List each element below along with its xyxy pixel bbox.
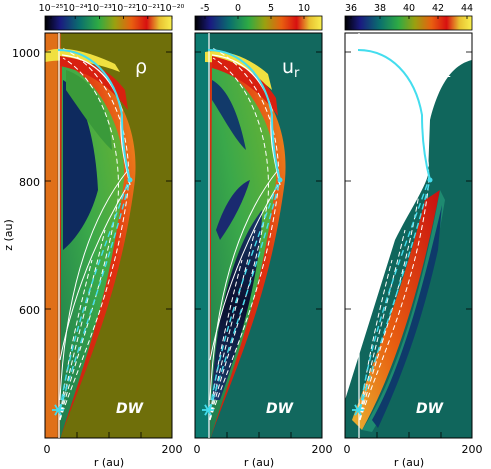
colorbar-tick: 36 (345, 3, 357, 14)
colorbar-tick: 5 (268, 3, 274, 14)
colorbar-uz: 36 38 40 42 44 (344, 3, 473, 31)
colorbar-tick: 10⁻²² (111, 3, 136, 14)
colorbar-rho: 10⁻²⁵ 10⁻²⁴ 10⁻²³ 10⁻²² 10⁻²¹ 10⁻²⁰ (39, 3, 185, 31)
colorbar-tick: 10 (298, 3, 310, 14)
panel-title-rho: ρ (135, 56, 147, 78)
colorbar-tick: 10⁻²⁵ (39, 3, 64, 14)
colorbar-tick: 42 (432, 3, 444, 14)
panel-overlay (52, 33, 133, 438)
y-tick-1000: 1000 (12, 47, 40, 60)
x-tick-200: 200 (462, 443, 483, 456)
x-axis-label: r (au) (394, 456, 424, 469)
panel-title-ur: ur (282, 56, 300, 81)
colorbar-tick: -5 (200, 3, 209, 14)
region-label-rho: DW (116, 401, 144, 417)
y-axis-label: z (au) (2, 219, 15, 251)
colorbar-tick: 38 (374, 3, 386, 14)
colorbar-tick: 40 (403, 3, 415, 14)
star-marker (202, 404, 214, 416)
x-axis-label: r (au) (244, 456, 274, 469)
x-tick-0: 0 (344, 443, 351, 456)
colorbar-ur: -5 0 5 10 (194, 3, 323, 31)
panel-overlay (352, 33, 433, 438)
x-tick-0: 0 (194, 443, 201, 456)
colorbar-tick: 10⁻²⁰ (160, 3, 185, 14)
region-label-ur: DW (266, 401, 294, 417)
x-tick-200: 200 (312, 443, 333, 456)
x-axis-label: r (au) (94, 456, 124, 469)
star-marker (52, 404, 64, 416)
colorbar-tick: 44 (461, 3, 473, 14)
colorbar-tick: 10⁻²⁴ (63, 3, 88, 14)
tip-marker (127, 177, 133, 183)
y-tick-600: 600 (19, 304, 40, 317)
x-tick-0: 0 (44, 443, 51, 456)
y-tick-800: 800 (19, 176, 40, 189)
panel-title-uz: uz (432, 56, 451, 81)
star-marker (352, 404, 364, 416)
colorbar-tick: 10⁻²³ (87, 3, 112, 14)
overlays (52, 33, 433, 438)
region-label-uz: DW (416, 401, 444, 417)
x-tick-200: 200 (162, 443, 183, 456)
colorbar-tick: 10⁻²¹ (135, 3, 160, 14)
tip-marker (427, 177, 433, 183)
panel-overlay (202, 33, 283, 438)
tip-marker (277, 177, 283, 183)
colorbar-tick: 0 (235, 3, 241, 14)
